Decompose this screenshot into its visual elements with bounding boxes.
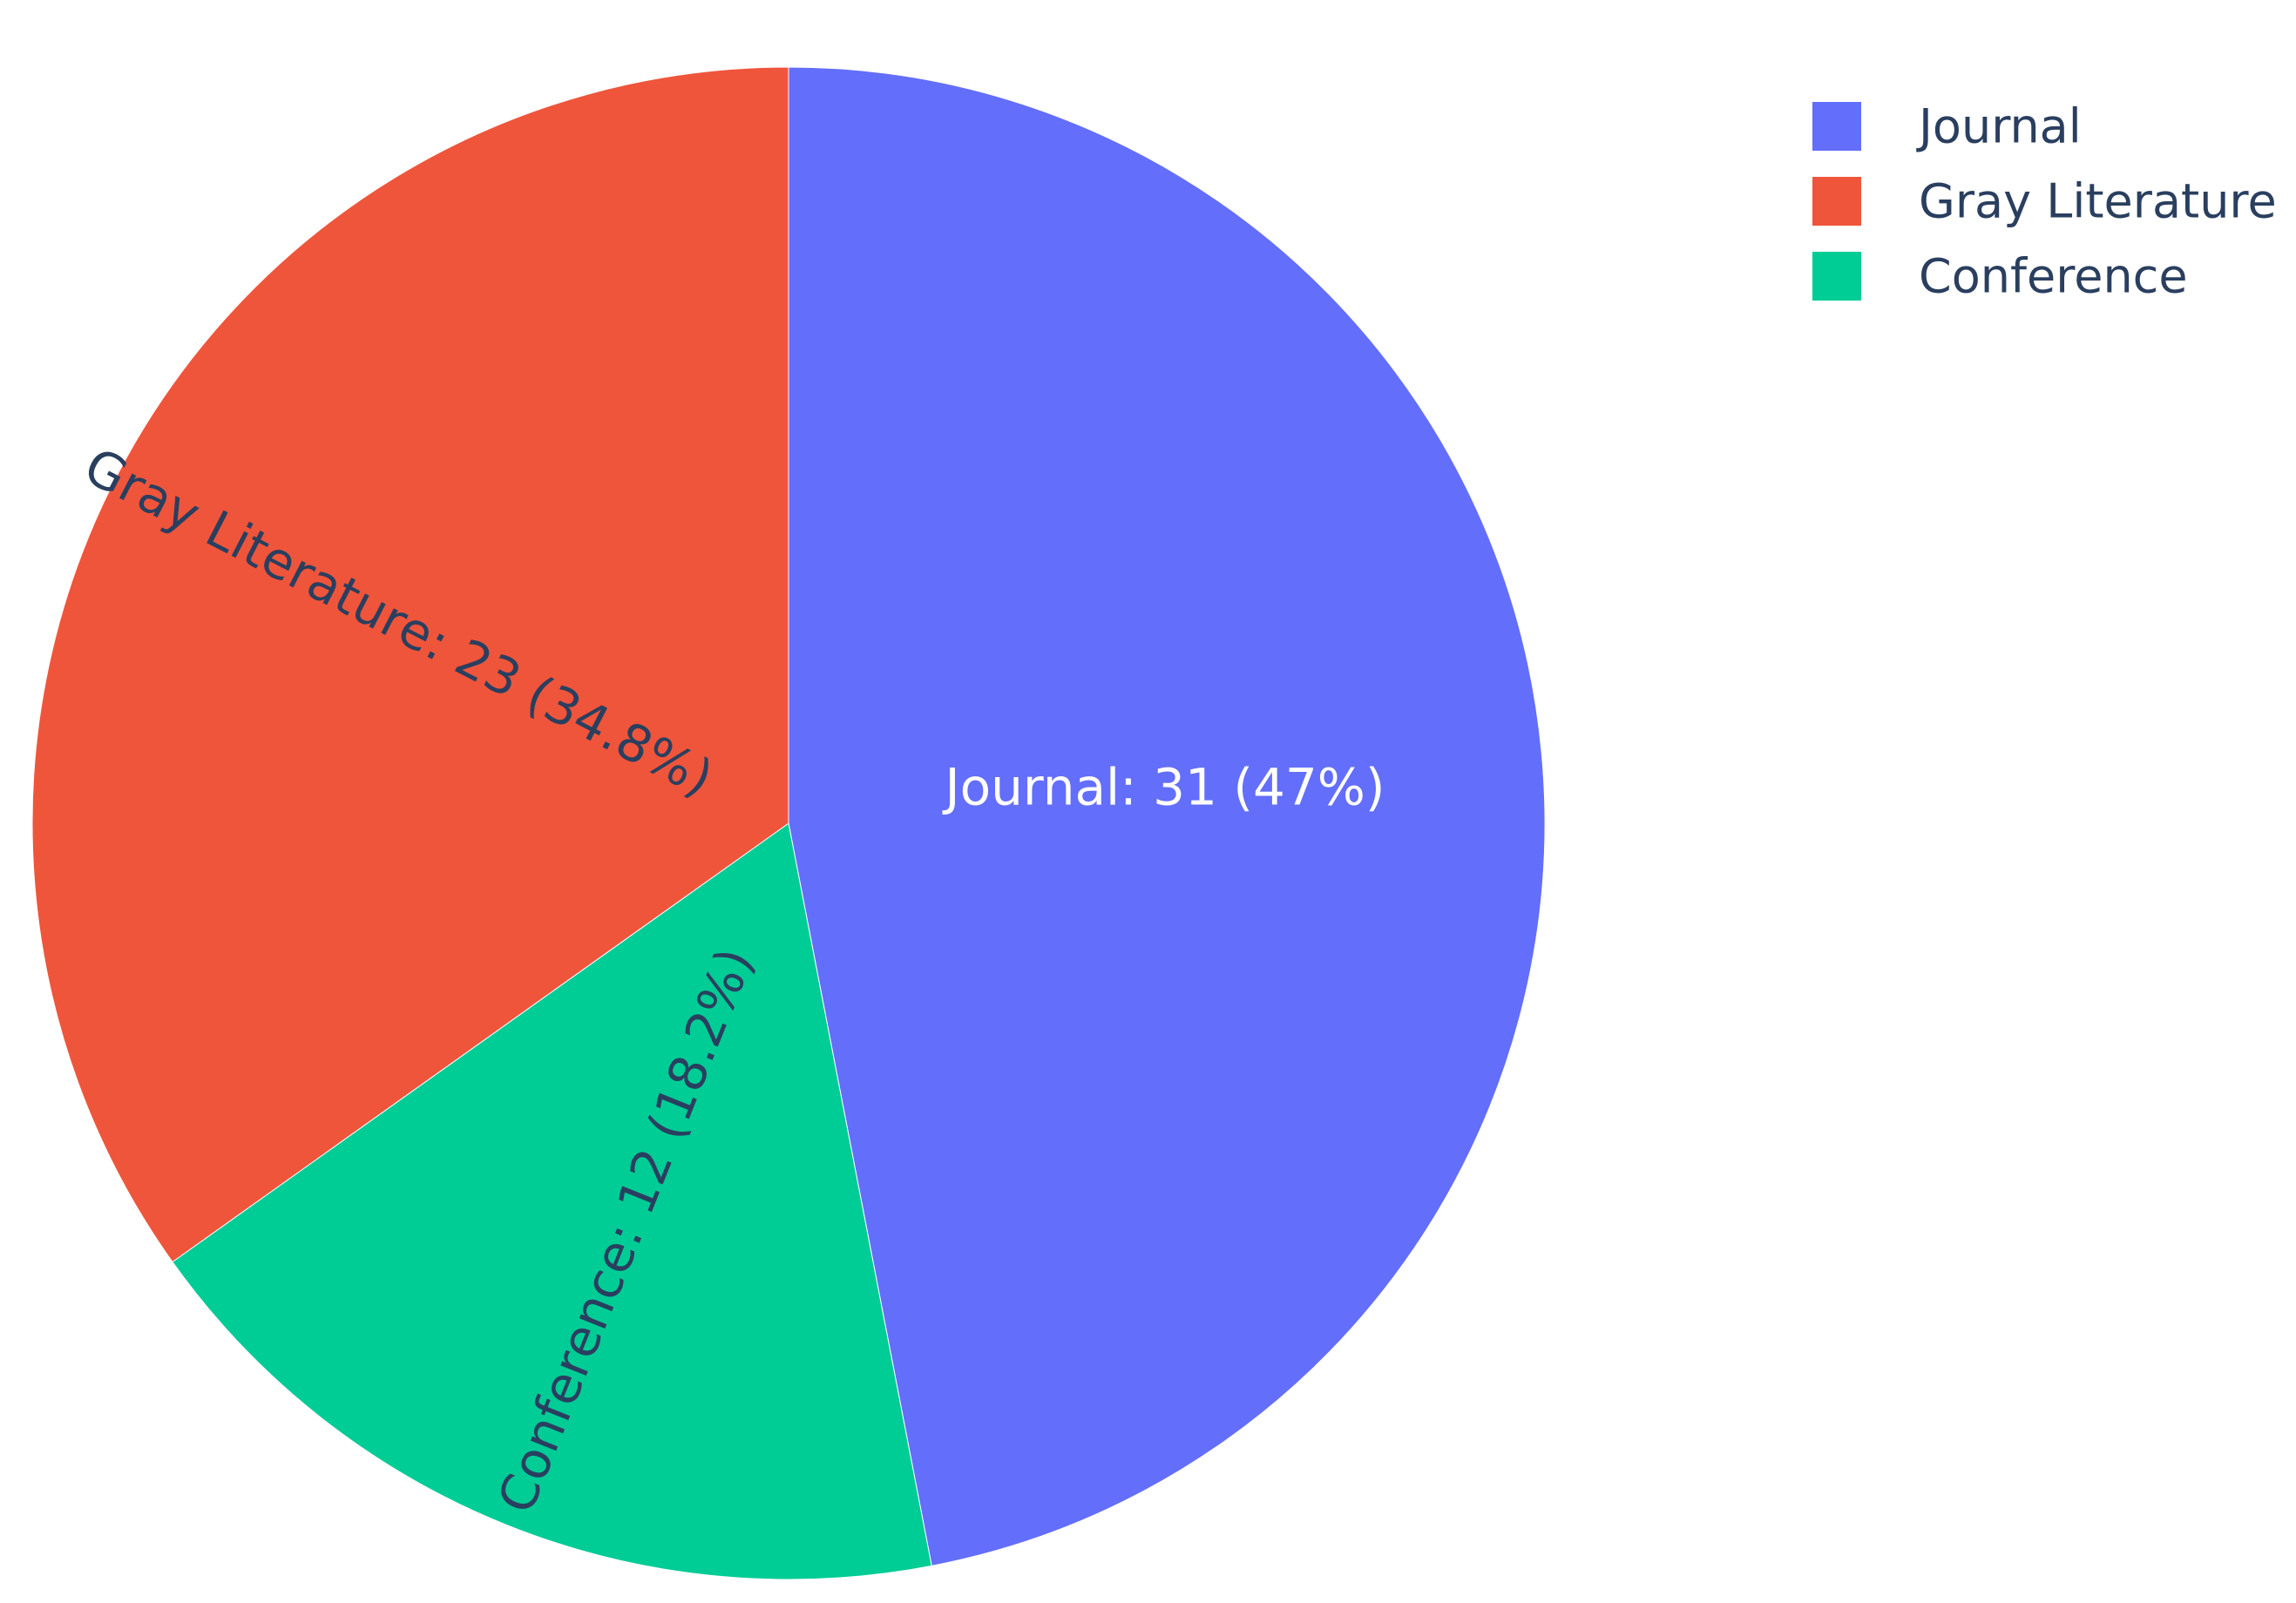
legend-label-conference: Conference bbox=[1919, 249, 2188, 304]
pie-slice-journal[interactable] bbox=[788, 66, 1546, 1566]
slice-label-journal: Journal: 31 (47%) bbox=[943, 758, 1385, 817]
legend-item-gray-literature[interactable]: Gray Literature bbox=[1812, 174, 2277, 229]
pie-slice-gray-literature[interactable] bbox=[31, 66, 789, 1263]
legend-label-journal: Journal bbox=[1916, 99, 2082, 154]
legend-item-conference[interactable]: Conference bbox=[1812, 249, 2188, 304]
legend-swatch-conference bbox=[1812, 252, 1861, 301]
pie-slices bbox=[31, 66, 1546, 1580]
legend: Journal Gray Literature Conference bbox=[1812, 99, 2277, 304]
pie-slice-conference[interactable] bbox=[172, 822, 932, 1580]
legend-swatch-journal bbox=[1812, 102, 1861, 151]
legend-label-gray-literature: Gray Literature bbox=[1919, 174, 2277, 229]
legend-swatch-gray-literature bbox=[1812, 177, 1861, 226]
legend-item-journal[interactable]: Journal bbox=[1812, 99, 2082, 154]
